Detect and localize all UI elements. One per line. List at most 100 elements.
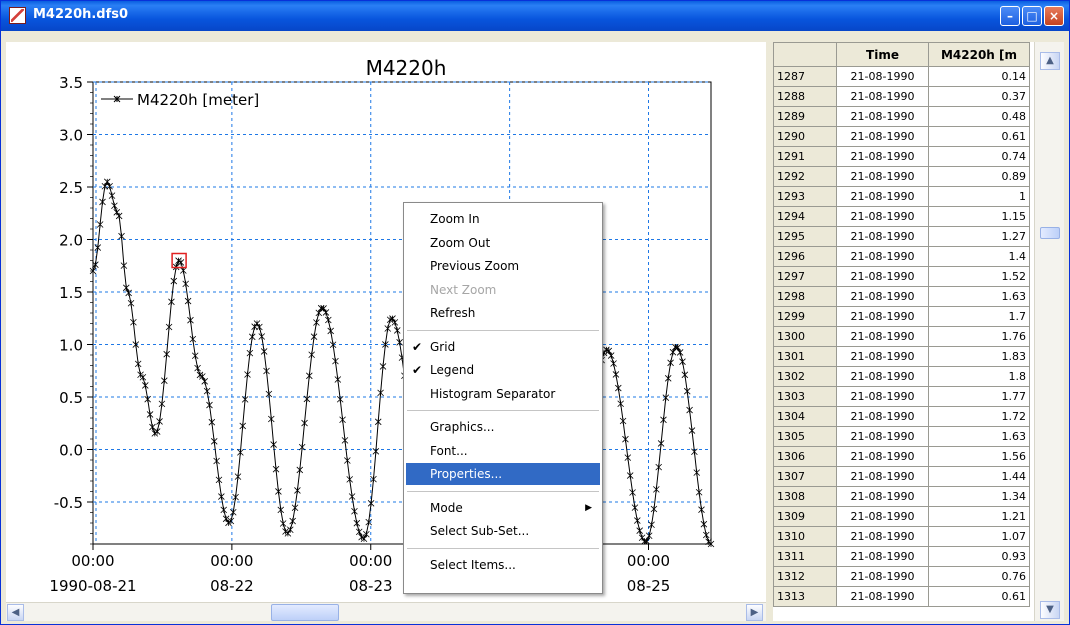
table-row[interactable]: 1307 21-08-1990 1.44 (773, 466, 1030, 487)
value-cell[interactable]: 0.89 (928, 166, 1030, 187)
scroll-left-arrow-icon[interactable]: ◀ (7, 604, 24, 621)
time-cell[interactable]: 21-08-1990 (836, 546, 929, 567)
menu-item-select-sub-set[interactable]: Select Sub-Set... (406, 520, 600, 542)
row-number-cell[interactable]: 1291 (773, 146, 837, 167)
table-row[interactable]: 1298 21-08-1990 1.63 (773, 286, 1030, 307)
time-cell[interactable]: 21-08-1990 (836, 86, 929, 107)
row-number-cell[interactable]: 1304 (773, 406, 837, 427)
close-button[interactable]: × (1044, 6, 1064, 26)
time-cell[interactable]: 21-08-1990 (836, 366, 929, 387)
vertical-scroll-thumb[interactable] (1040, 227, 1060, 239)
chart-panel[interactable]: M4220h 3.5 3.0 2.5 2.0 1.5 1.0 0.5 0.0 -0.5 00:00 1… (6, 42, 766, 602)
menu-item-properties[interactable]: Properties... (406, 463, 600, 485)
chart-app-icon[interactable] (9, 7, 26, 24)
value-cell[interactable]: 0.74 (928, 146, 1030, 167)
value-cell[interactable]: 1.72 (928, 406, 1030, 427)
table-row[interactable]: 1295 21-08-1990 1.27 (773, 226, 1030, 247)
time-cell[interactable]: 21-08-1990 (836, 466, 929, 487)
selected-point-marker[interactable] (171, 252, 187, 269)
table-row[interactable]: 1293 21-08-1990 1 (773, 186, 1030, 207)
row-number-cell[interactable]: 1310 (773, 526, 837, 547)
value-cell[interactable]: 1.8 (928, 366, 1030, 387)
row-number-header[interactable] (773, 42, 837, 67)
row-number-cell[interactable]: 1296 (773, 246, 837, 267)
table-row[interactable]: 1297 21-08-1990 1.52 (773, 266, 1030, 287)
row-number-cell[interactable]: 1299 (773, 306, 837, 327)
time-cell[interactable]: 21-08-1990 (836, 446, 929, 467)
value-cell[interactable]: 1 (928, 186, 1030, 207)
time-cell[interactable]: 21-08-1990 (836, 326, 929, 347)
row-number-cell[interactable]: 1313 (773, 586, 837, 607)
row-number-cell[interactable]: 1308 (773, 486, 837, 507)
time-cell[interactable]: 21-08-1990 (836, 266, 929, 287)
vertical-scrollbar[interactable]: ▲ ▼ (1034, 42, 1064, 621)
menu-item-font[interactable]: Font... (406, 440, 600, 462)
time-cell[interactable]: 21-08-1990 (836, 566, 929, 587)
menu-item-histogram-separator[interactable]: Histogram Separator (406, 383, 600, 405)
table-row[interactable]: 1309 21-08-1990 1.21 (773, 506, 1030, 527)
row-number-cell[interactable]: 1289 (773, 106, 837, 127)
value-cell[interactable]: 1.83 (928, 346, 1030, 367)
value-cell[interactable]: 1.07 (928, 526, 1030, 547)
row-number-cell[interactable]: 1309 (773, 506, 837, 527)
time-cell[interactable]: 21-08-1990 (836, 406, 929, 427)
time-cell[interactable]: 21-08-1990 (836, 126, 929, 147)
value-cell[interactable]: 0.48 (928, 106, 1030, 127)
table-row[interactable]: 1306 21-08-1990 1.56 (773, 446, 1030, 467)
horizontal-scroll-thumb[interactable] (271, 604, 339, 621)
value-cell[interactable]: 1.15 (928, 206, 1030, 227)
value-cell[interactable]: 0.61 (928, 126, 1030, 147)
table-row[interactable]: 1308 21-08-1990 1.34 (773, 486, 1030, 507)
row-number-cell[interactable]: 1295 (773, 226, 837, 247)
menu-item-grid[interactable]: ✔ Grid (406, 336, 600, 358)
menu-item-refresh[interactable]: Refresh (406, 302, 600, 324)
time-cell[interactable]: 21-08-1990 (836, 346, 929, 367)
time-cell[interactable]: 21-08-1990 (836, 206, 929, 227)
title-bar[interactable]: M4220h.dfs0 – □ × (1, 1, 1069, 31)
scroll-right-arrow-icon[interactable]: ▶ (746, 604, 763, 621)
time-cell[interactable]: 21-08-1990 (836, 426, 929, 447)
value-cell[interactable]: 1.34 (928, 486, 1030, 507)
time-cell[interactable]: 21-08-1990 (836, 306, 929, 327)
time-cell[interactable]: 21-08-1990 (836, 526, 929, 547)
time-cell[interactable]: 21-08-1990 (836, 106, 929, 127)
horizontal-scrollbar[interactable]: ◀ ▶ (6, 602, 766, 621)
row-number-cell[interactable]: 1300 (773, 326, 837, 347)
menu-item-zoom-in[interactable]: Zoom In (406, 208, 600, 230)
time-series-chart[interactable]: M4220h 3.5 3.0 2.5 2.0 1.5 1.0 0.5 0.0 -0.5 00:00 1… (6, 42, 766, 602)
value-cell[interactable]: 1.7 (928, 306, 1030, 327)
row-number-cell[interactable]: 1302 (773, 366, 837, 387)
row-number-cell[interactable]: 1290 (773, 126, 837, 147)
row-number-cell[interactable]: 1298 (773, 286, 837, 307)
maximize-button[interactable]: □ (1022, 6, 1042, 26)
row-number-cell[interactable]: 1305 (773, 426, 837, 447)
table-row[interactable]: 1289 21-08-1990 0.48 (773, 106, 1030, 127)
time-cell[interactable]: 21-08-1990 (836, 166, 929, 187)
value-cell[interactable]: 0.61 (928, 586, 1030, 607)
menu-item-select-items[interactable]: Select Items... (406, 554, 600, 576)
row-number-cell[interactable]: 1311 (773, 546, 837, 567)
table-row[interactable]: 1296 21-08-1990 1.4 (773, 246, 1030, 267)
row-number-cell[interactable]: 1287 (773, 66, 837, 87)
value-cell[interactable]: 0.37 (928, 86, 1030, 107)
table-row[interactable]: 1312 21-08-1990 0.76 (773, 566, 1030, 587)
table-row[interactable]: 1287 21-08-1990 0.14 (773, 66, 1030, 87)
time-cell[interactable]: 21-08-1990 (836, 246, 929, 267)
table-row[interactable]: 1292 21-08-1990 0.89 (773, 166, 1030, 187)
time-cell[interactable]: 21-08-1990 (836, 186, 929, 207)
row-number-cell[interactable]: 1312 (773, 566, 837, 587)
table-row[interactable]: 1304 21-08-1990 1.72 (773, 406, 1030, 427)
value-cell[interactable]: 1.52 (928, 266, 1030, 287)
row-number-cell[interactable]: 1306 (773, 446, 837, 467)
row-number-cell[interactable]: 1288 (773, 86, 837, 107)
time-cell[interactable]: 21-08-1990 (836, 386, 929, 407)
menu-item-mode[interactable]: Mode ▶ (406, 497, 600, 519)
table-row[interactable]: 1310 21-08-1990 1.07 (773, 526, 1030, 547)
menu-item-graphics[interactable]: Graphics... (406, 416, 600, 438)
value-cell[interactable]: 0.76 (928, 566, 1030, 587)
value-cell[interactable]: 1.76 (928, 326, 1030, 347)
scroll-down-arrow-icon[interactable]: ▼ (1040, 601, 1060, 619)
time-cell[interactable]: 21-08-1990 (836, 66, 929, 87)
time-cell[interactable]: 21-08-1990 (836, 586, 929, 607)
table-row[interactable]: 1301 21-08-1990 1.83 (773, 346, 1030, 367)
